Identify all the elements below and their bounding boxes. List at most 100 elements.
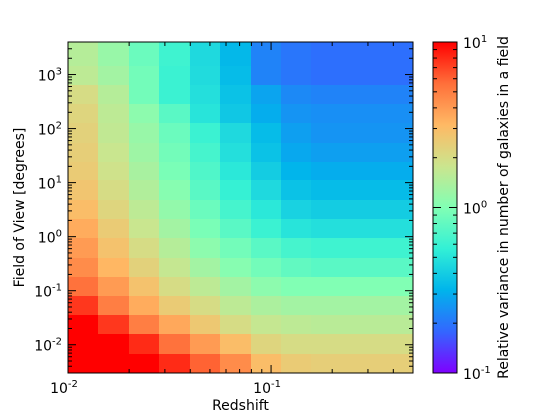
heatmap-cell — [281, 104, 311, 123]
heatmap-cell — [220, 180, 251, 200]
heatmap-cell — [98, 296, 129, 315]
heatmap-cell — [342, 238, 373, 258]
heatmap-cell — [129, 123, 159, 143]
heatmap-cell — [220, 200, 251, 219]
heatmap-cell — [159, 354, 190, 373]
heatmap-cell — [68, 277, 98, 296]
heatmap-cell — [68, 296, 98, 315]
heatmap-cell — [98, 277, 129, 296]
heatmap-cell — [311, 219, 342, 238]
heatmap-cell — [129, 143, 159, 162]
plot-frame — [67, 41, 414, 374]
heatmap-cell — [129, 296, 159, 315]
heatmap-cell — [220, 42, 251, 66]
y-tick-label: 100 — [38, 229, 62, 247]
heatmap-cell — [281, 258, 311, 277]
heatmap-cell — [311, 143, 342, 162]
heatmap-cell — [68, 180, 98, 200]
heatmap-cell — [220, 162, 251, 180]
heatmap-cell — [68, 219, 98, 238]
heatmap-cell — [129, 162, 159, 180]
heatmap-cell — [190, 258, 220, 277]
heatmap-cell — [251, 354, 281, 373]
heatmap-cell — [373, 162, 413, 180]
heatmap-cell — [342, 354, 373, 373]
heatmap-cell — [159, 42, 190, 66]
heatmap-cell — [68, 162, 98, 180]
y-axis-label: Field of View [degrees] — [12, 128, 28, 288]
y-axis-ticks: 10-2 10-1 100 101 102 103 — [34, 41, 413, 374]
heatmap-cell — [129, 180, 159, 200]
heatmap-cell — [281, 315, 311, 334]
heatmap-cell — [220, 277, 251, 296]
heatmap-cell — [129, 315, 159, 334]
heatmap-cell — [311, 200, 342, 219]
x-axis-ticks: 10-2 10-1 — [50, 42, 414, 397]
heatmap-cell — [159, 162, 190, 180]
heatmap-cell — [220, 85, 251, 104]
heatmap-cell — [373, 354, 413, 373]
heatmap-cell — [373, 200, 413, 219]
heatmap-cell — [281, 334, 311, 354]
heatmap-cell — [68, 238, 98, 258]
heatmap-cell — [98, 354, 129, 373]
heatmap-cell — [281, 123, 311, 143]
heatmap-cell — [159, 143, 190, 162]
heatmap-cell — [159, 180, 190, 200]
heatmap-cell — [220, 315, 251, 334]
heatmap-cell — [373, 258, 413, 277]
colorbar-label: Relative variance in number of galaxies … — [496, 36, 512, 379]
heatmap-cell — [68, 123, 98, 143]
heatmap-cell — [129, 200, 159, 219]
colorbar-tick-label: 100 — [463, 200, 487, 218]
heatmap-cells — [68, 42, 413, 373]
heatmap-cell — [311, 180, 342, 200]
heatmap-cell — [311, 238, 342, 258]
heatmap-cell — [68, 200, 98, 219]
heatmap-cell — [373, 334, 413, 354]
heatmap-cell — [159, 296, 190, 315]
heatmap-cell — [373, 277, 413, 296]
heatmap-cell — [220, 354, 251, 373]
x-tick-label: 10-1 — [253, 379, 281, 397]
heatmap-cell — [342, 258, 373, 277]
heatmap-cell — [342, 66, 373, 85]
heatmap-cell — [251, 219, 281, 238]
heatmap-cell — [220, 334, 251, 354]
heatmap-cell — [190, 296, 220, 315]
heatmap-cell — [98, 104, 129, 123]
heatmap-cell — [190, 123, 220, 143]
heatmap-cell — [373, 104, 413, 123]
heatmap-cell — [311, 354, 342, 373]
heatmap-cell — [281, 200, 311, 219]
heatmap-cell — [159, 258, 190, 277]
heatmap-cell — [373, 85, 413, 104]
heatmap-cell — [159, 66, 190, 85]
heatmap-cell — [68, 85, 98, 104]
heatmap-cell — [98, 200, 129, 219]
heatmap-cell — [98, 123, 129, 143]
heatmap-cell — [342, 85, 373, 104]
heatmap-cell — [129, 66, 159, 85]
heatmap-cell — [342, 219, 373, 238]
heatmap-cell — [373, 238, 413, 258]
heatmap-cell — [68, 42, 98, 66]
heatmap-cell — [190, 354, 220, 373]
heatmap-cell — [281, 219, 311, 238]
heatmap-cell — [190, 277, 220, 296]
heatmap-cell — [190, 104, 220, 123]
heatmap-cell — [159, 85, 190, 104]
heatmap-cell — [281, 296, 311, 315]
y-tick-label: 101 — [38, 175, 62, 193]
heatmap-cell — [373, 219, 413, 238]
heatmap-cell — [98, 315, 129, 334]
colorbar-ticks: 10-1 100 101 — [433, 34, 491, 383]
heatmap-cell — [311, 123, 342, 143]
heatmap-cell — [129, 334, 159, 354]
heatmap-cell — [159, 104, 190, 123]
heatmap-cell — [373, 143, 413, 162]
heatmap-cell — [220, 219, 251, 238]
heatmap-cell — [251, 143, 281, 162]
heatmap-cell — [159, 200, 190, 219]
heatmap-cell — [373, 180, 413, 200]
